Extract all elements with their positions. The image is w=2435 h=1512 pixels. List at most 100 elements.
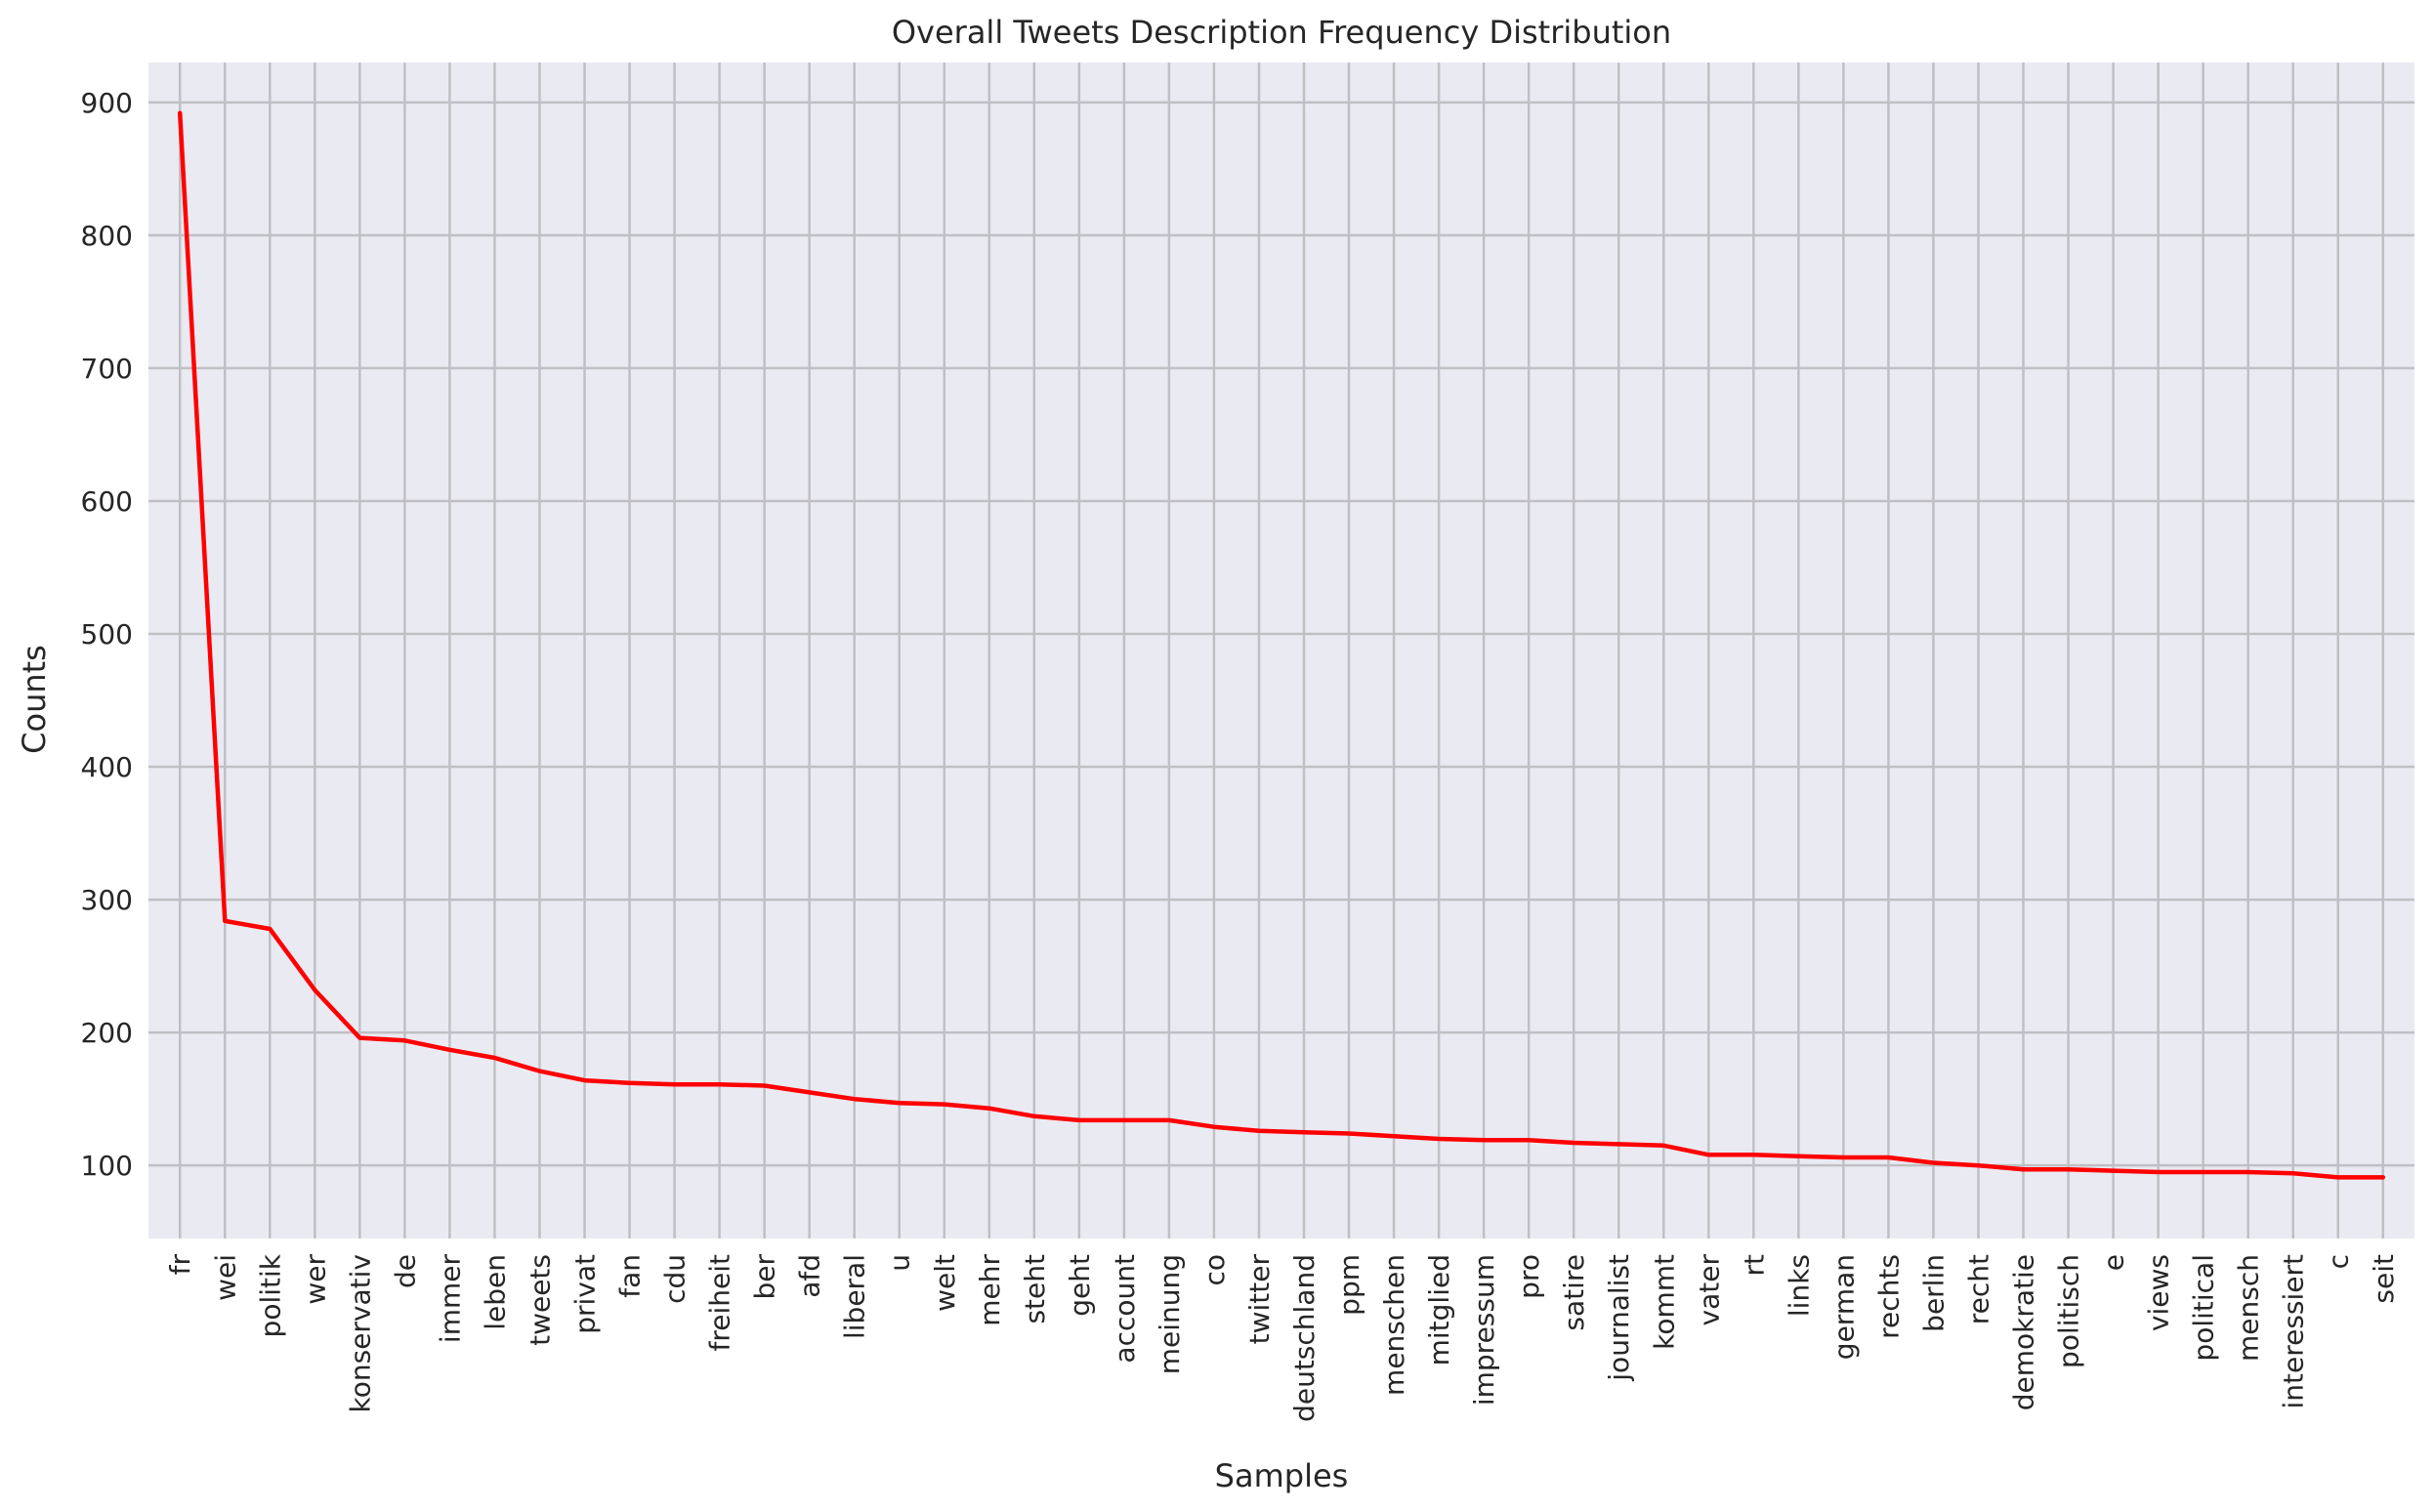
x-tick-label: geht bbox=[1064, 1254, 1096, 1317]
x-axis: fr wei politik wer konservativ de immer leben tw… bbox=[164, 1253, 2400, 1422]
x-tick-label: u bbox=[884, 1254, 916, 1272]
data-point bbox=[2112, 1169, 2116, 1173]
x-tick-label: co bbox=[1198, 1254, 1231, 1286]
x-tick-label: afd bbox=[794, 1254, 826, 1298]
x-tick-label: leben bbox=[479, 1254, 511, 1330]
data-point bbox=[1257, 1129, 1261, 1133]
data-point bbox=[1302, 1130, 1306, 1134]
data-point bbox=[1032, 1114, 1036, 1118]
data-point bbox=[1976, 1163, 1980, 1167]
x-tick-label: satire bbox=[1558, 1254, 1590, 1331]
data-point bbox=[763, 1084, 767, 1088]
x-tick-label: rechts bbox=[1872, 1254, 1905, 1339]
data-point bbox=[2202, 1170, 2205, 1174]
data-point bbox=[1482, 1138, 1486, 1142]
x-tick-label: menschen bbox=[1378, 1254, 1410, 1396]
y-tick-label: 200 bbox=[81, 1017, 133, 1049]
data-point bbox=[2381, 1175, 2385, 1179]
series-line bbox=[177, 110, 2386, 1180]
x-tick-label: seit bbox=[2368, 1254, 2400, 1304]
data-point bbox=[1167, 1118, 1171, 1122]
y-tick-label: 500 bbox=[81, 618, 133, 651]
x-tick-label: mensch bbox=[2233, 1254, 2265, 1362]
x-tick-label: ppm bbox=[1333, 1254, 1365, 1316]
data-point bbox=[2291, 1171, 2295, 1175]
y-axis: 100 200 300 400 500 600 700 800 900 bbox=[81, 87, 133, 1182]
data-point bbox=[1527, 1138, 1531, 1142]
x-tick-label: cdu bbox=[659, 1254, 692, 1304]
data-point bbox=[1841, 1155, 1845, 1159]
data-point bbox=[898, 1101, 902, 1105]
data-point bbox=[808, 1090, 812, 1094]
gridlines bbox=[148, 63, 2414, 1239]
series-layer bbox=[177, 110, 2386, 1180]
data-point bbox=[1392, 1134, 1396, 1138]
data-point bbox=[583, 1078, 587, 1082]
x-axis-title: Samples bbox=[1215, 1457, 1349, 1494]
y-tick-label: 600 bbox=[81, 485, 133, 518]
data-point bbox=[1886, 1155, 1890, 1159]
data-point bbox=[268, 927, 272, 931]
x-tick-label: freiheit bbox=[704, 1254, 736, 1352]
x-tick-label: welt bbox=[929, 1254, 961, 1312]
x-tick-label: interessiert bbox=[2278, 1254, 2310, 1409]
data-point bbox=[357, 1036, 361, 1040]
x-tick-label: fan bbox=[614, 1254, 647, 1298]
data-point bbox=[1796, 1155, 1800, 1158]
data-point bbox=[628, 1081, 632, 1085]
x-tick-label: meinung bbox=[1154, 1254, 1186, 1374]
data-point bbox=[1347, 1132, 1351, 1136]
data-point bbox=[2022, 1167, 2026, 1171]
chart-title: Overall Tweets Description Frequency Dis… bbox=[892, 14, 1671, 51]
data-point bbox=[313, 988, 316, 992]
data-point bbox=[537, 1070, 541, 1073]
y-tick-label: 100 bbox=[81, 1150, 133, 1182]
data-point bbox=[447, 1048, 451, 1052]
data-point bbox=[1661, 1144, 1665, 1148]
y-tick-label: 900 bbox=[81, 87, 133, 119]
y-tick-label: 700 bbox=[81, 353, 133, 385]
x-tick-label: mitglied bbox=[1423, 1254, 1455, 1365]
x-tick-label: rt bbox=[1738, 1254, 1770, 1277]
data-point bbox=[1077, 1118, 1081, 1122]
x-tick-label: immer bbox=[434, 1254, 466, 1344]
x-tick-label: liberal bbox=[839, 1254, 871, 1339]
data-point bbox=[1706, 1153, 1710, 1156]
x-tick-label: fr bbox=[164, 1254, 196, 1276]
y-tick-label: 300 bbox=[81, 884, 133, 916]
x-tick-label: politisch bbox=[2053, 1254, 2085, 1368]
data-point bbox=[223, 919, 227, 923]
x-tick-label: links bbox=[1783, 1254, 1815, 1317]
x-tick-label: journalist bbox=[1603, 1254, 1635, 1382]
x-tick-label: views bbox=[2143, 1254, 2175, 1331]
x-tick-label: ber bbox=[749, 1254, 781, 1300]
x-tick-label: impressum bbox=[1468, 1254, 1500, 1406]
y-axis-title: Counts bbox=[16, 645, 53, 754]
x-tick-label: vater bbox=[1693, 1254, 1725, 1326]
data-point bbox=[2246, 1170, 2250, 1174]
x-tick-label: konservativ bbox=[344, 1254, 376, 1412]
data-point bbox=[178, 111, 182, 115]
x-tick-label: wer bbox=[299, 1254, 331, 1305]
data-point bbox=[943, 1103, 946, 1107]
x-tick-label: deutschland bbox=[1288, 1254, 1321, 1422]
data-point bbox=[492, 1056, 496, 1060]
x-tick-label: berlin bbox=[1917, 1254, 1950, 1332]
x-tick-label: demokratie bbox=[2008, 1254, 2040, 1410]
x-tick-label: privat bbox=[569, 1254, 602, 1334]
data-point bbox=[987, 1107, 991, 1111]
x-tick-label: e bbox=[2098, 1254, 2130, 1271]
data-point bbox=[1212, 1125, 1216, 1129]
data-point bbox=[1122, 1118, 1126, 1122]
x-tick-label: de bbox=[389, 1254, 421, 1288]
data-point bbox=[2067, 1167, 2071, 1171]
x-tick-label: recht bbox=[1962, 1254, 1994, 1324]
data-point bbox=[673, 1082, 677, 1086]
data-point bbox=[2157, 1170, 2161, 1174]
x-tick-label: wei bbox=[209, 1254, 241, 1301]
x-tick-label: german bbox=[1827, 1254, 1860, 1360]
data-point bbox=[1931, 1160, 1935, 1164]
x-tick-label: account bbox=[1109, 1254, 1141, 1364]
x-tick-label: steht bbox=[1019, 1254, 1051, 1324]
